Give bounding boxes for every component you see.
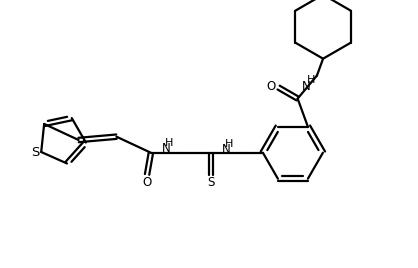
Text: N: N xyxy=(222,143,230,156)
Text: H: H xyxy=(165,138,173,148)
Text: S: S xyxy=(31,147,39,159)
Text: O: O xyxy=(143,176,152,189)
Text: H: H xyxy=(307,75,316,85)
Text: H: H xyxy=(225,139,233,149)
Text: S: S xyxy=(207,176,214,189)
Text: N: N xyxy=(161,142,170,155)
Text: N: N xyxy=(302,80,311,92)
Text: O: O xyxy=(266,80,275,93)
